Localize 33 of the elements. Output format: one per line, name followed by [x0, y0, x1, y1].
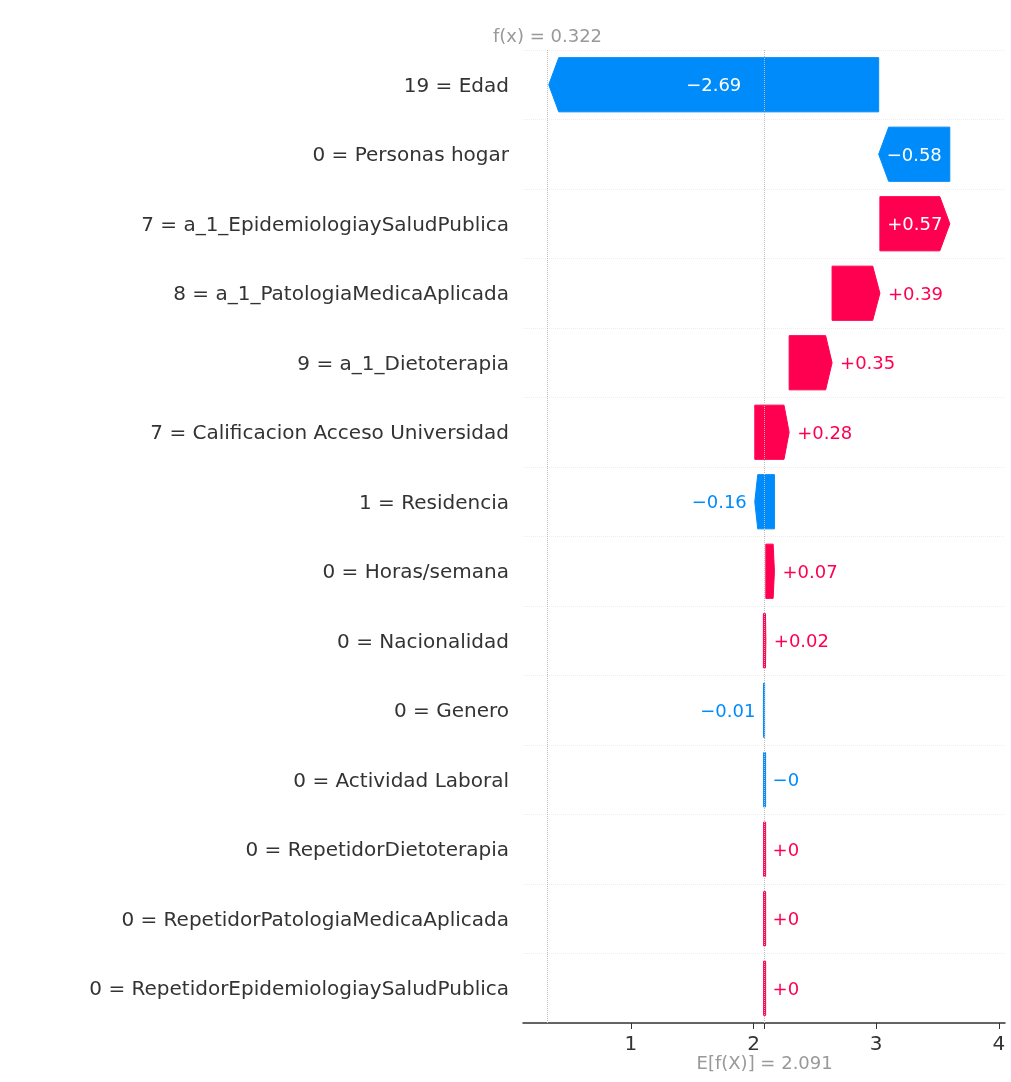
y-tick-label: 7 = Calificacion Acceso Universidad [150, 420, 509, 445]
y-tick-label: 19 = Edad [403, 72, 509, 97]
y-tick-label: 0 = Personas hogar [312, 142, 510, 167]
data-label: +0.02 [773, 630, 830, 652]
data-label: +0 [772, 977, 800, 999]
data-label: −0.58 [886, 143, 942, 165]
y-tick-label: 0 = RepetidorEpidemiologiaySaludPublica [89, 976, 509, 1001]
y-tick-label: 1 = Residencia [359, 489, 509, 514]
y-tick-label: 0 = Nacionalidad [337, 628, 509, 653]
y-tick-label: 0 = Horas/semana [322, 559, 509, 584]
data-label: −0.01 [700, 699, 756, 721]
data-label: +0.28 [797, 421, 853, 443]
y-tick-label: 0 = RepetidorPatologiaMedicaAplicada [121, 906, 509, 931]
data-label: −0.16 [691, 491, 747, 513]
data-label: −0 [772, 769, 800, 791]
data-label: +0.39 [887, 282, 944, 304]
y-tick-label: 7 = a_1_EpidemiologiaySaludPublica [141, 211, 509, 236]
data-label: +0.57 [887, 213, 943, 235]
y-tick-label: 0 = Genero [394, 698, 509, 723]
data-label: +0 [772, 908, 800, 930]
y-tick-label: 9 = a_1_Dietoterapia [297, 350, 509, 375]
data-label: +0.07 [782, 560, 838, 582]
y-tick-label: 0 = Actividad Laboral [293, 767, 509, 792]
data-label: +0.35 [840, 352, 896, 374]
y-tick-label: 8 = a_1_PatologiaMedicaAplicada [173, 281, 509, 306]
x-tick-label: 3 [869, 1031, 883, 1055]
y-tick-label: 0 = RepetidorDietoterapia [245, 837, 509, 862]
data-label: +0 [772, 838, 800, 860]
x-tick-label: 4 [992, 1031, 1006, 1055]
bar [548, 57, 880, 113]
ref-line-label: f(x) = 0.322 [492, 24, 603, 46]
x-tick-label: 1 [624, 1031, 638, 1055]
data-label: −2.69 [686, 74, 742, 96]
